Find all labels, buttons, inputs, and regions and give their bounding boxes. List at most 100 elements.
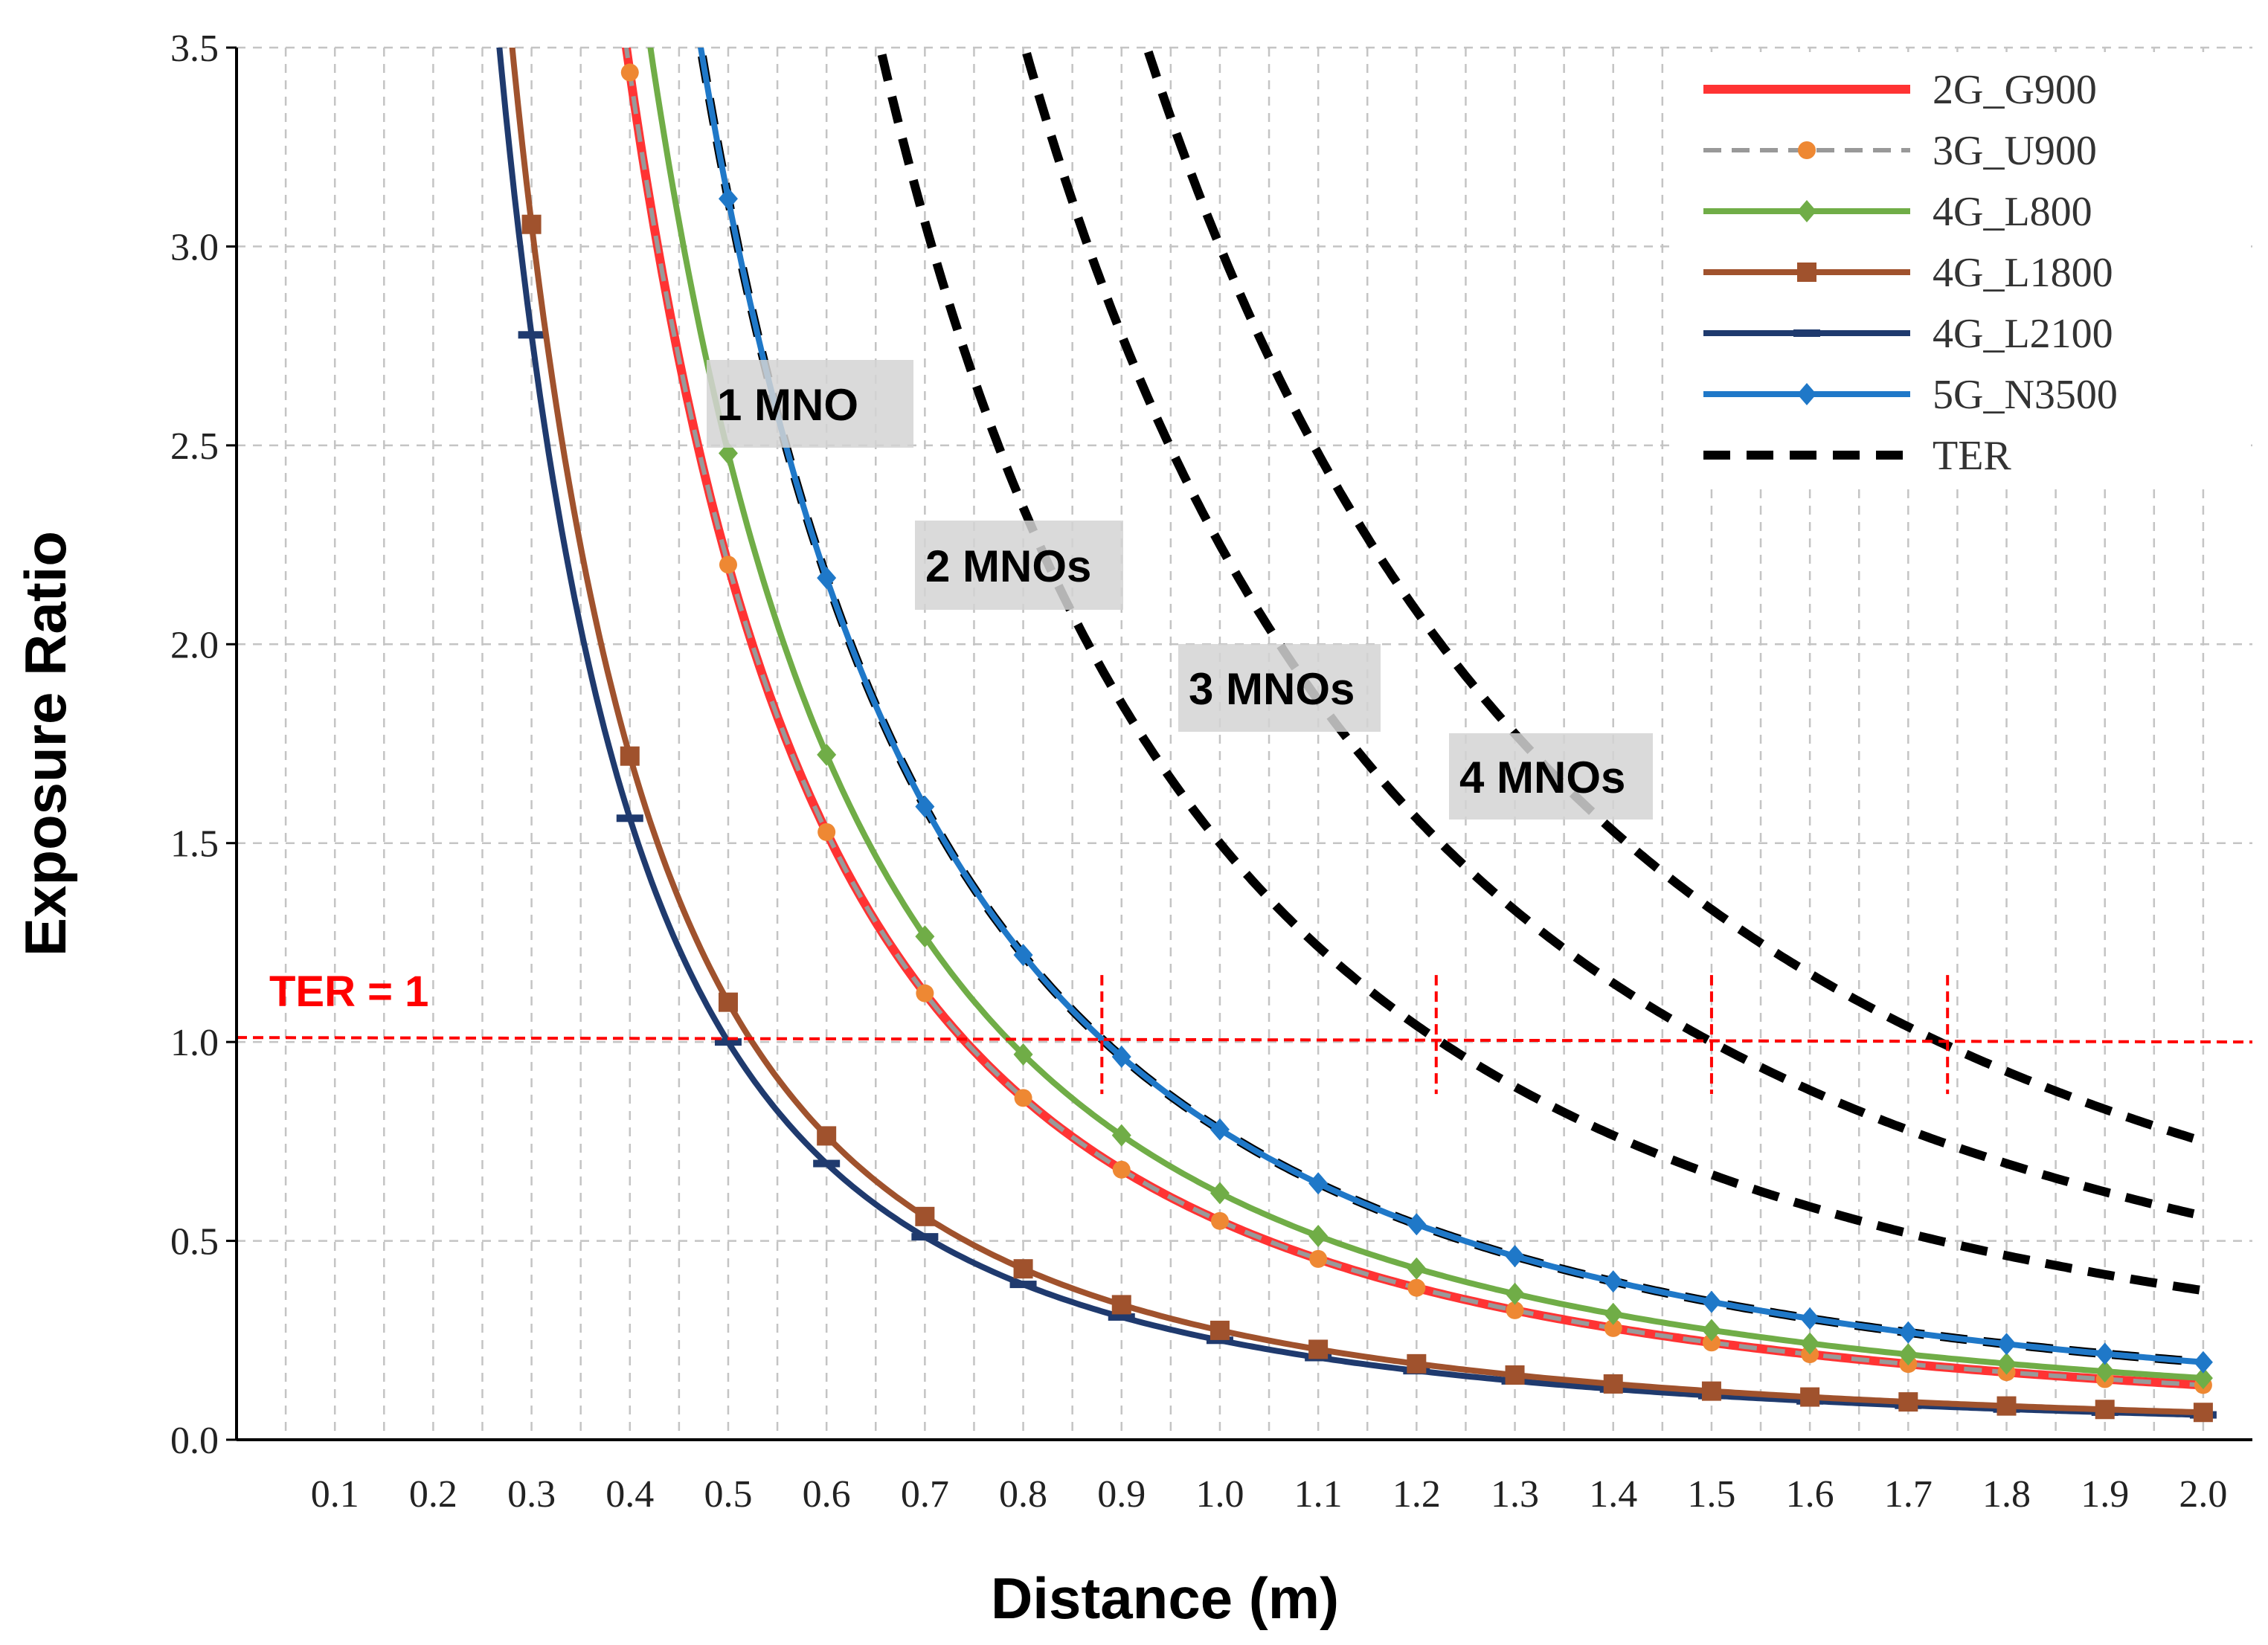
marker-4g-l2100 — [1793, 329, 1820, 337]
legend-label: TER — [1933, 433, 2011, 479]
marker-4g-l1800 — [1797, 263, 1816, 282]
legend-entry-4g-l2100: 4G_L2100 — [1703, 311, 2113, 357]
marker-4g-l1800 — [1701, 1381, 1721, 1401]
marker-4g-l2100 — [714, 1038, 742, 1046]
marker-4g-l1800 — [718, 992, 738, 1012]
marker-4g-l800 — [1013, 1043, 1033, 1066]
axes: 0.0 0.5 1.0 1.5 2.0 2.5 3.0 3.5 0.1 0.2 0.3 0.4 0.5 0… — [170, 28, 2252, 1516]
y-tick-label: 0.5 — [170, 1221, 219, 1263]
marker-4g-l2100 — [1009, 1281, 1037, 1289]
ter-1-label: TER = 1 — [269, 968, 428, 1016]
x-tick-label: 1.3 — [1491, 1473, 1539, 1516]
marker-4g-l1800 — [1996, 1396, 2017, 1416]
x-tick-label: 0.7 — [901, 1473, 949, 1516]
x-tick-label: 1.7 — [1884, 1473, 1933, 1516]
annotation-label: 4 MNOs — [1459, 753, 1625, 802]
x-tick-label: 2.0 — [2179, 1473, 2227, 1516]
y-tick-label: 3.5 — [170, 28, 219, 70]
legend-label: 4G_L800 — [1933, 189, 2092, 235]
ter-reference: TER = 1 — [236, 968, 2253, 1095]
y-tick-label: 3.0 — [170, 226, 219, 268]
legend-label: 2G_G900 — [1933, 67, 2097, 113]
marker-4g-l2100 — [616, 814, 643, 822]
legend-label: 5G_N3500 — [1933, 372, 2118, 418]
marker-5g-n3500 — [1407, 1213, 1427, 1236]
marker-4g-l800 — [1505, 1282, 1525, 1305]
marker-5g-n3500 — [1603, 1270, 1623, 1293]
ter-curve-3-mnos — [1020, 48, 2205, 1220]
marker-3g-u900 — [620, 63, 639, 82]
annotation-box — [1449, 733, 1653, 820]
x-tick-label: 1.1 — [1294, 1473, 1343, 1516]
marker-4g-l800 — [1898, 1343, 1918, 1366]
annotation-label: 3 MNOs — [1189, 664, 1355, 714]
ter-curve-4-mnos — [1142, 48, 2205, 1146]
legend-entry-ter: TER — [1703, 433, 2011, 479]
annotations: 1 MNO 2 MNOs 3 MNOs 4 MNOs — [707, 360, 1653, 820]
x-tick-label: 1.6 — [1786, 1473, 1834, 1516]
x-tick-label: 0.8 — [999, 1473, 1047, 1516]
marker-3g-u900 — [1210, 1211, 1229, 1230]
marker-4g-l800 — [1800, 1332, 1820, 1355]
marker-5g-n3500 — [817, 567, 837, 590]
x-tick-label: 1.8 — [1982, 1473, 2031, 1516]
marker-5g-n3500 — [1505, 1245, 1525, 1268]
legend: 2G_G900 3G_U900 4G_L800 4G_L1800 4G_L2100 5G_… — [1674, 52, 2251, 483]
marker-3g-u900 — [1014, 1089, 1032, 1107]
marker-4g-l800 — [1701, 1319, 1721, 1342]
x-tick-label: 0.3 — [507, 1473, 556, 1516]
x-tick-label: 0.5 — [704, 1473, 752, 1516]
marker-4g-l1800 — [1013, 1259, 1033, 1279]
marker-5g-n3500 — [1800, 1307, 1820, 1330]
marker-4g-l2100 — [813, 1159, 841, 1168]
marker-5g-n3500 — [1308, 1172, 1329, 1195]
marker-4g-l1800 — [2095, 1400, 2115, 1420]
marker-5g-n3500 — [915, 795, 935, 818]
marker-3g-u900 — [1702, 1333, 1721, 1352]
legend-background — [1674, 52, 2251, 483]
marker-4g-l1800 — [620, 746, 640, 766]
annotation-label: 1 MNO — [717, 380, 858, 430]
marker-4g-l800 — [2193, 1367, 2213, 1390]
legend-entry-4g-l800: 4G_L800 — [1703, 189, 2092, 235]
x-tick-label: 1.9 — [2081, 1473, 2129, 1516]
marker-5g-n3500 — [2193, 1351, 2213, 1374]
legend-label: 4G_L1800 — [1933, 250, 2113, 296]
x-tick-label: 0.4 — [605, 1473, 654, 1516]
marker-4g-l800 — [1308, 1224, 1329, 1247]
marker-4g-l1800 — [2193, 1403, 2213, 1423]
marker-5g-n3500 — [2095, 1342, 2115, 1365]
legend-entry-2g-g900: 2G_G900 — [1703, 67, 2097, 113]
y-tick-label: 1.5 — [170, 823, 219, 866]
marker-4g-l1800 — [1800, 1387, 1820, 1407]
annotation-box — [915, 521, 1123, 610]
marker-4g-l1800 — [1505, 1365, 1525, 1385]
marker-4g-l1800 — [1603, 1374, 1623, 1394]
marker-4g-l2100 — [518, 331, 545, 339]
marker-5g-n3500 — [718, 187, 738, 210]
marker-4g-l1800 — [521, 214, 542, 234]
marker-4g-l800 — [718, 442, 738, 465]
x-tick-label: 1.0 — [1195, 1473, 1244, 1516]
marker-4g-l2100 — [1108, 1313, 1135, 1321]
marker-3g-u900 — [1407, 1278, 1426, 1297]
annotation-label: 2 MNOs — [925, 541, 1091, 591]
marker-4g-l1800 — [1210, 1320, 1230, 1340]
marker-3g-u900 — [1112, 1160, 1131, 1179]
legend-label: 3G_U900 — [1933, 128, 2097, 174]
marker-5g-n3500 — [1797, 383, 1816, 405]
marker-5g-n3500 — [1111, 1045, 1131, 1068]
marker-4g-l2100 — [911, 1233, 939, 1241]
ter-1-reference-line — [236, 1036, 2253, 1044]
marker-3g-u900 — [817, 822, 836, 841]
marker-3g-u900 — [1309, 1249, 1328, 1268]
x-tick-label: 1.4 — [1589, 1473, 1637, 1516]
marker-5g-n3500 — [1013, 944, 1033, 967]
series-line-4g-l1800 — [509, 48, 2203, 1416]
marker-5g-n3500 — [1701, 1290, 1721, 1313]
y-tick-label: 1.0 — [170, 1022, 219, 1064]
curves — [496, 48, 2217, 1423]
legend-entry-3g-u900: 3G_U900 — [1703, 128, 2097, 174]
series-line-5g-n3500 — [698, 48, 2204, 1365]
